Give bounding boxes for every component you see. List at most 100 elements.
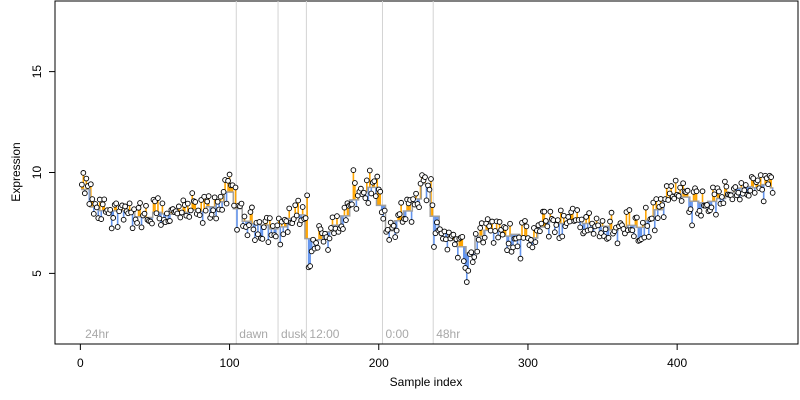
- data-point: [586, 210, 592, 216]
- data-point: [292, 202, 299, 209]
- y-tick-label: 5: [30, 270, 44, 277]
- data-point: [107, 206, 114, 213]
- data-point: [210, 207, 216, 214]
- data-point: [187, 207, 194, 214]
- data-point: [255, 231, 261, 238]
- data-point: [510, 244, 516, 251]
- data-point: [249, 204, 255, 211]
- data-point: [577, 224, 584, 231]
- data-point: [689, 222, 695, 229]
- data-point: [153, 210, 160, 217]
- data-point: [211, 194, 218, 201]
- data-point: [648, 215, 655, 222]
- data-point: [349, 201, 355, 208]
- data-point: [544, 223, 551, 230]
- data-point: [480, 239, 487, 246]
- data-point: [340, 226, 346, 232]
- data-point: [677, 184, 683, 191]
- data-point: [223, 200, 230, 207]
- data-point: [716, 188, 722, 195]
- data-point: [496, 219, 503, 225]
- data-point: [719, 194, 725, 200]
- data-point: [578, 216, 585, 223]
- data-point: [238, 200, 245, 207]
- data-point: [286, 205, 293, 212]
- data-point: [220, 189, 227, 195]
- data-point: [108, 225, 115, 232]
- data-point: [284, 229, 291, 235]
- x-tick-label: 300: [518, 356, 538, 370]
- data-point: [639, 219, 646, 226]
- section-label: 12:00: [309, 327, 339, 341]
- data-point: [392, 234, 399, 240]
- data-point: [651, 227, 658, 234]
- data-point: [538, 220, 545, 227]
- data-point: [751, 190, 758, 196]
- data-point: [607, 218, 613, 225]
- data-point: [481, 234, 488, 241]
- data-point: [587, 226, 594, 233]
- y-tick-label: 15: [30, 65, 44, 79]
- x-tick-label: 400: [667, 356, 687, 370]
- data-point: [334, 213, 340, 219]
- data-point: [138, 224, 145, 231]
- data-point: [396, 211, 403, 217]
- data-point: [159, 200, 166, 207]
- x-axis-label: Sample index: [390, 375, 463, 389]
- data-point: [680, 180, 686, 187]
- data-point: [113, 200, 120, 207]
- data-point: [368, 190, 375, 197]
- data-point: [429, 202, 436, 209]
- data-point: [101, 196, 108, 203]
- data-point: [374, 173, 381, 180]
- plot-frame: [54, 0, 799, 345]
- data-point: [514, 243, 521, 250]
- data-point: [90, 211, 97, 217]
- data-point: [484, 216, 491, 222]
- data-point: [86, 201, 93, 207]
- data-point: [710, 184, 716, 191]
- data-point: [199, 220, 206, 226]
- data-point: [645, 234, 652, 240]
- data-point: [189, 190, 196, 196]
- data-point: [259, 236, 266, 242]
- data-point: [602, 226, 609, 233]
- data-point: [451, 241, 458, 248]
- data-point: [164, 210, 170, 217]
- data-point: [545, 233, 552, 240]
- data-point: [423, 197, 430, 204]
- data-point: [87, 181, 94, 188]
- data-point: [314, 244, 321, 251]
- data-point: [745, 192, 752, 199]
- data-point: [426, 186, 433, 193]
- data-point: [505, 240, 512, 247]
- y-axis-label: Expression: [9, 142, 23, 201]
- data-point: [495, 234, 501, 241]
- data-point: [595, 222, 601, 229]
- data-point: [608, 209, 615, 216]
- data-point: [192, 199, 199, 205]
- data-point: [732, 184, 739, 190]
- data-point: [474, 248, 481, 255]
- data-point: [468, 249, 475, 256]
- section-dividers: [235, 1, 434, 344]
- data-point: [672, 177, 679, 184]
- data-point: [201, 193, 208, 200]
- data-point: [722, 178, 728, 185]
- data-point: [711, 191, 718, 198]
- data-point: [593, 215, 600, 222]
- data-point: [213, 215, 219, 222]
- data-point: [302, 215, 309, 221]
- data-point: [665, 197, 672, 203]
- data-point: [693, 188, 700, 195]
- data-point: [760, 198, 767, 205]
- data-point: [413, 190, 419, 197]
- data-point: [377, 188, 384, 195]
- data-point: [605, 235, 612, 241]
- x-tick-label: 0: [77, 356, 84, 370]
- data-point: [180, 197, 187, 204]
- data-point: [477, 225, 484, 231]
- data-point: [499, 231, 506, 238]
